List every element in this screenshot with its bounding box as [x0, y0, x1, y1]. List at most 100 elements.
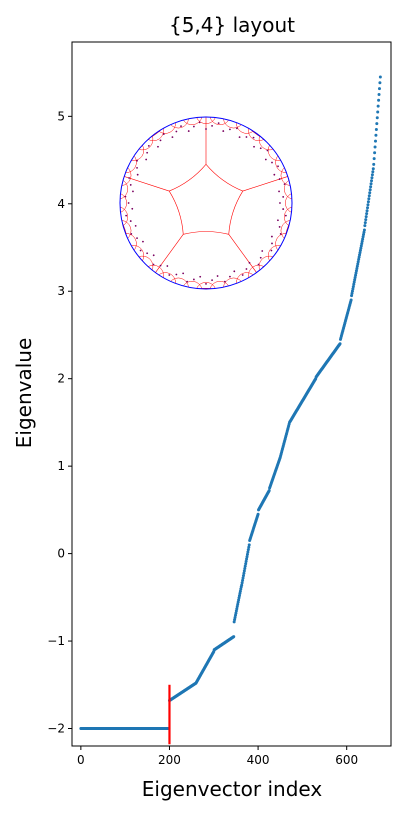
tiling-vertex — [168, 274, 171, 276]
data-point — [375, 116, 379, 120]
tiling-edge — [248, 128, 265, 142]
tiling-vertex — [257, 263, 260, 266]
data-point — [350, 294, 354, 298]
tiling-edge — [121, 167, 132, 186]
data-point — [373, 139, 377, 143]
tiling-edge — [280, 167, 291, 186]
tiling-vertex — [223, 280, 226, 283]
data-point — [357, 257, 361, 261]
tiling-vertex — [248, 261, 251, 264]
tiling-edge — [228, 234, 257, 273]
tiling-vertex — [252, 136, 255, 139]
data-point — [374, 127, 378, 131]
tiling-vertex — [159, 139, 162, 142]
data-point — [355, 266, 359, 270]
data-point — [363, 224, 367, 228]
tiling-vertex — [136, 173, 139, 176]
tiling-edge — [209, 280, 229, 289]
tiling-vertex — [238, 136, 241, 139]
x-tick-label: 600 — [335, 753, 358, 767]
data-point — [367, 194, 371, 198]
tiling-edge — [196, 117, 216, 124]
data-point — [358, 253, 362, 257]
data-point — [376, 104, 380, 108]
data-point — [359, 246, 363, 250]
tiling-vertex — [270, 235, 273, 238]
tiling-vertex — [229, 128, 231, 131]
tiling-vertex — [152, 254, 155, 257]
tiling-vertex — [152, 263, 155, 266]
tiling-vertex — [284, 214, 287, 217]
tiling-vertex — [142, 240, 144, 243]
data-point — [245, 557, 249, 561]
data-point — [372, 157, 376, 161]
tiling-vertex — [277, 165, 279, 168]
data-point — [243, 567, 247, 571]
y-tick-label: 5 — [57, 109, 65, 123]
data-point — [370, 176, 374, 180]
tiling-vertex — [199, 275, 202, 278]
tiling-edge — [283, 206, 292, 226]
data-point — [245, 555, 249, 559]
tiling-edge — [236, 272, 254, 284]
data-point — [352, 280, 356, 284]
tiling-vertex — [180, 125, 182, 128]
data-point — [243, 564, 247, 568]
tiling-vertex — [217, 122, 220, 125]
data-points — [79, 75, 382, 731]
tiling-edge — [168, 190, 184, 235]
tiling-edge — [170, 277, 189, 288]
x-tick-label: 200 — [158, 753, 181, 767]
tiling-vertex — [282, 196, 285, 198]
tiling-edge — [147, 128, 164, 142]
tiling-vertex — [136, 237, 138, 240]
data-point — [245, 552, 249, 556]
tiling-vertex — [259, 147, 262, 150]
data-point — [377, 92, 381, 96]
tiling-vertex — [175, 130, 178, 133]
tiling-edge — [183, 117, 203, 126]
tiling-edge — [131, 245, 145, 262]
tiling-edge — [138, 255, 154, 271]
tiling-vertex — [233, 270, 236, 273]
x-tick-label: 0 — [77, 753, 85, 767]
tiling-edge — [125, 155, 137, 173]
tiling-vertex — [245, 136, 248, 138]
tiling-vertex — [129, 184, 132, 186]
tiling-vertex — [211, 124, 213, 127]
tiling-edge — [170, 118, 189, 129]
tiling-vertex — [253, 145, 255, 148]
tiling-vertex — [146, 151, 149, 154]
tiling-vertex — [134, 224, 137, 227]
data-point — [358, 251, 362, 255]
x-tick-label: 400 — [247, 753, 270, 767]
tiling-edge — [275, 233, 287, 251]
tiling-edge — [248, 264, 265, 278]
data-point — [358, 248, 362, 252]
tiling-vertex — [222, 130, 225, 132]
data-point — [371, 170, 375, 174]
x-axis-label: Eigenvector index — [142, 777, 323, 801]
data-point — [240, 583, 244, 587]
data-point — [241, 574, 245, 578]
data-point — [359, 244, 363, 248]
data-point — [377, 87, 381, 91]
data-point — [365, 212, 369, 216]
tiling-edge — [124, 176, 170, 192]
tiling-vertex — [279, 202, 281, 204]
tiling-vertex — [271, 242, 273, 245]
tiling-vertex — [159, 264, 162, 267]
data-point — [378, 75, 382, 79]
plot-area-frame — [71, 41, 392, 747]
tiling-edge — [223, 277, 242, 288]
data-point — [353, 276, 357, 280]
data-point — [338, 342, 342, 346]
tiling-vertex — [279, 233, 282, 235]
data-point — [364, 218, 368, 222]
tiling-vertex — [132, 190, 134, 193]
tiling-edge — [242, 176, 288, 192]
data-point — [241, 576, 245, 580]
data-point — [360, 242, 364, 246]
data-point — [369, 185, 373, 189]
data-point — [373, 145, 377, 149]
